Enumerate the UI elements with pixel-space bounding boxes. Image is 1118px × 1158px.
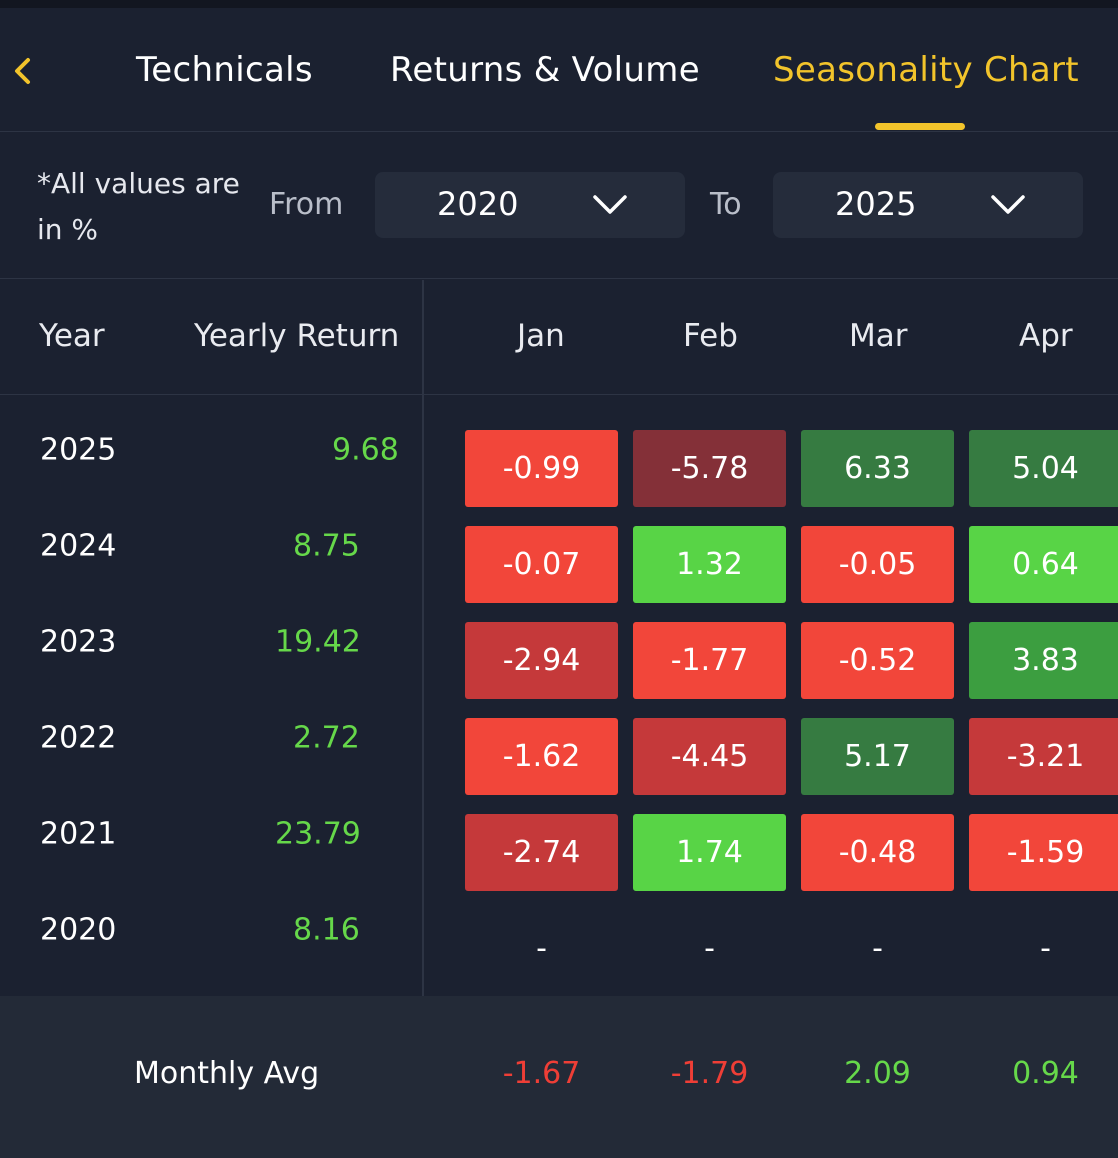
from-year-value: 2020 xyxy=(437,185,519,223)
units-note-line1: *All values are xyxy=(37,167,240,200)
table-row: 2023 19.42 -2.94 -1.77 -0.52 3.83 xyxy=(0,588,1118,699)
table-row: 2022 2.72 -1.62 -4.45 5.17 -3.21 xyxy=(0,684,1118,795)
monthly-avg-apr: 0.94 xyxy=(1012,1056,1079,1091)
header-yearly-return: Yearly Return xyxy=(194,318,400,354)
row-year: 2025 xyxy=(40,432,117,468)
month-cell[interactable]: 0.64 xyxy=(969,526,1118,603)
month-cell-empty: - xyxy=(536,931,547,966)
units-note-line2: in % xyxy=(37,213,99,246)
header-year: Year xyxy=(39,318,105,354)
tab-bar: Technicals Returns & Volume Seasonality … xyxy=(0,8,1118,132)
table-row: 2020 8.16 - - - - xyxy=(0,876,1118,972)
back-arrow-icon[interactable] xyxy=(10,56,36,86)
monthly-avg-label: Monthly Avg xyxy=(134,1056,320,1091)
month-cell[interactable]: -1.59 xyxy=(969,814,1118,891)
row-yearly-return: 23.79 xyxy=(275,816,361,852)
month-cell-empty: - xyxy=(1040,931,1051,966)
month-cell[interactable]: -0.05 xyxy=(801,526,954,603)
month-cell[interactable]: 1.32 xyxy=(633,526,786,603)
from-year-select[interactable]: 2020 xyxy=(375,172,685,238)
month-cell[interactable]: -1.77 xyxy=(633,622,786,699)
month-cell[interactable]: 6.33 xyxy=(801,430,954,507)
header-jan: Jan xyxy=(517,318,565,354)
row-year: 2021 xyxy=(40,816,117,852)
monthly-avg-jan: -1.67 xyxy=(502,1056,581,1091)
monthly-avg-feb: -1.79 xyxy=(670,1056,749,1091)
to-year-value: 2025 xyxy=(835,185,917,223)
month-cell[interactable]: -1.62 xyxy=(465,718,618,795)
month-cell[interactable]: -2.74 xyxy=(465,814,618,891)
to-year-select[interactable]: 2025 xyxy=(773,172,1083,238)
tab-technicals[interactable]: Technicals xyxy=(136,50,313,90)
header-mar: Mar xyxy=(849,318,908,354)
row-yearly-return: 19.42 xyxy=(275,624,361,660)
month-cell[interactable]: 5.17 xyxy=(801,718,954,795)
row-year: 2023 xyxy=(40,624,117,660)
filter-bar: *All values are in % From 2020 To 2025 xyxy=(0,133,1118,279)
header-apr: Apr xyxy=(1019,318,1073,354)
month-cell[interactable]: -2.94 xyxy=(465,622,618,699)
table-body: 2025 9.68 -0.99 -5.78 6.33 5.04 2024 8.7… xyxy=(0,396,1118,996)
row-year: 2022 xyxy=(40,720,117,756)
row-yearly-return: 8.16 xyxy=(293,912,360,948)
from-label: From xyxy=(269,187,344,222)
active-tab-indicator xyxy=(875,123,965,130)
row-yearly-return: 9.68 xyxy=(332,432,399,468)
month-cell[interactable]: -0.52 xyxy=(801,622,954,699)
monthly-avg-row: Monthly Avg -1.67 -1.79 2.09 0.94 xyxy=(0,996,1118,1158)
month-cell[interactable]: -4.45 xyxy=(633,718,786,795)
row-yearly-return: 2.72 xyxy=(293,720,360,756)
month-cell[interactable]: 1.74 xyxy=(633,814,786,891)
units-note: *All values are in % xyxy=(37,161,257,253)
header-feb: Feb xyxy=(683,318,738,354)
month-cell[interactable]: -5.78 xyxy=(633,430,786,507)
monthly-avg-mar: 2.09 xyxy=(844,1056,911,1091)
row-year: 2020 xyxy=(40,912,117,948)
month-cell[interactable]: -0.48 xyxy=(801,814,954,891)
month-cell-empty: - xyxy=(872,931,883,966)
month-cell[interactable]: 5.04 xyxy=(969,430,1118,507)
month-cell[interactable]: 3.83 xyxy=(969,622,1118,699)
month-cell[interactable]: -0.99 xyxy=(465,430,618,507)
to-label: To xyxy=(710,187,742,222)
table-row: 2021 23.79 -2.74 1.74 -0.48 -1.59 xyxy=(0,780,1118,891)
month-cell[interactable]: -3.21 xyxy=(969,718,1118,795)
chevron-down-icon xyxy=(591,192,629,218)
row-yearly-return: 8.75 xyxy=(293,528,360,564)
month-cell-empty: - xyxy=(704,931,715,966)
row-year: 2024 xyxy=(40,528,117,564)
table-header: Year Yearly Return Jan Feb Mar Apr xyxy=(0,280,1118,395)
tab-returns-volume[interactable]: Returns & Volume xyxy=(390,50,700,90)
tab-seasonality-chart[interactable]: Seasonality Chart xyxy=(773,50,1079,90)
column-divider xyxy=(422,280,424,996)
month-cell[interactable]: -0.07 xyxy=(465,526,618,603)
table-row: 2024 8.75 -0.07 1.32 -0.05 0.64 xyxy=(0,492,1118,603)
chevron-down-icon xyxy=(989,192,1027,218)
status-strip xyxy=(0,0,1118,8)
table-row: 2025 9.68 -0.99 -5.78 6.33 5.04 xyxy=(0,396,1118,507)
